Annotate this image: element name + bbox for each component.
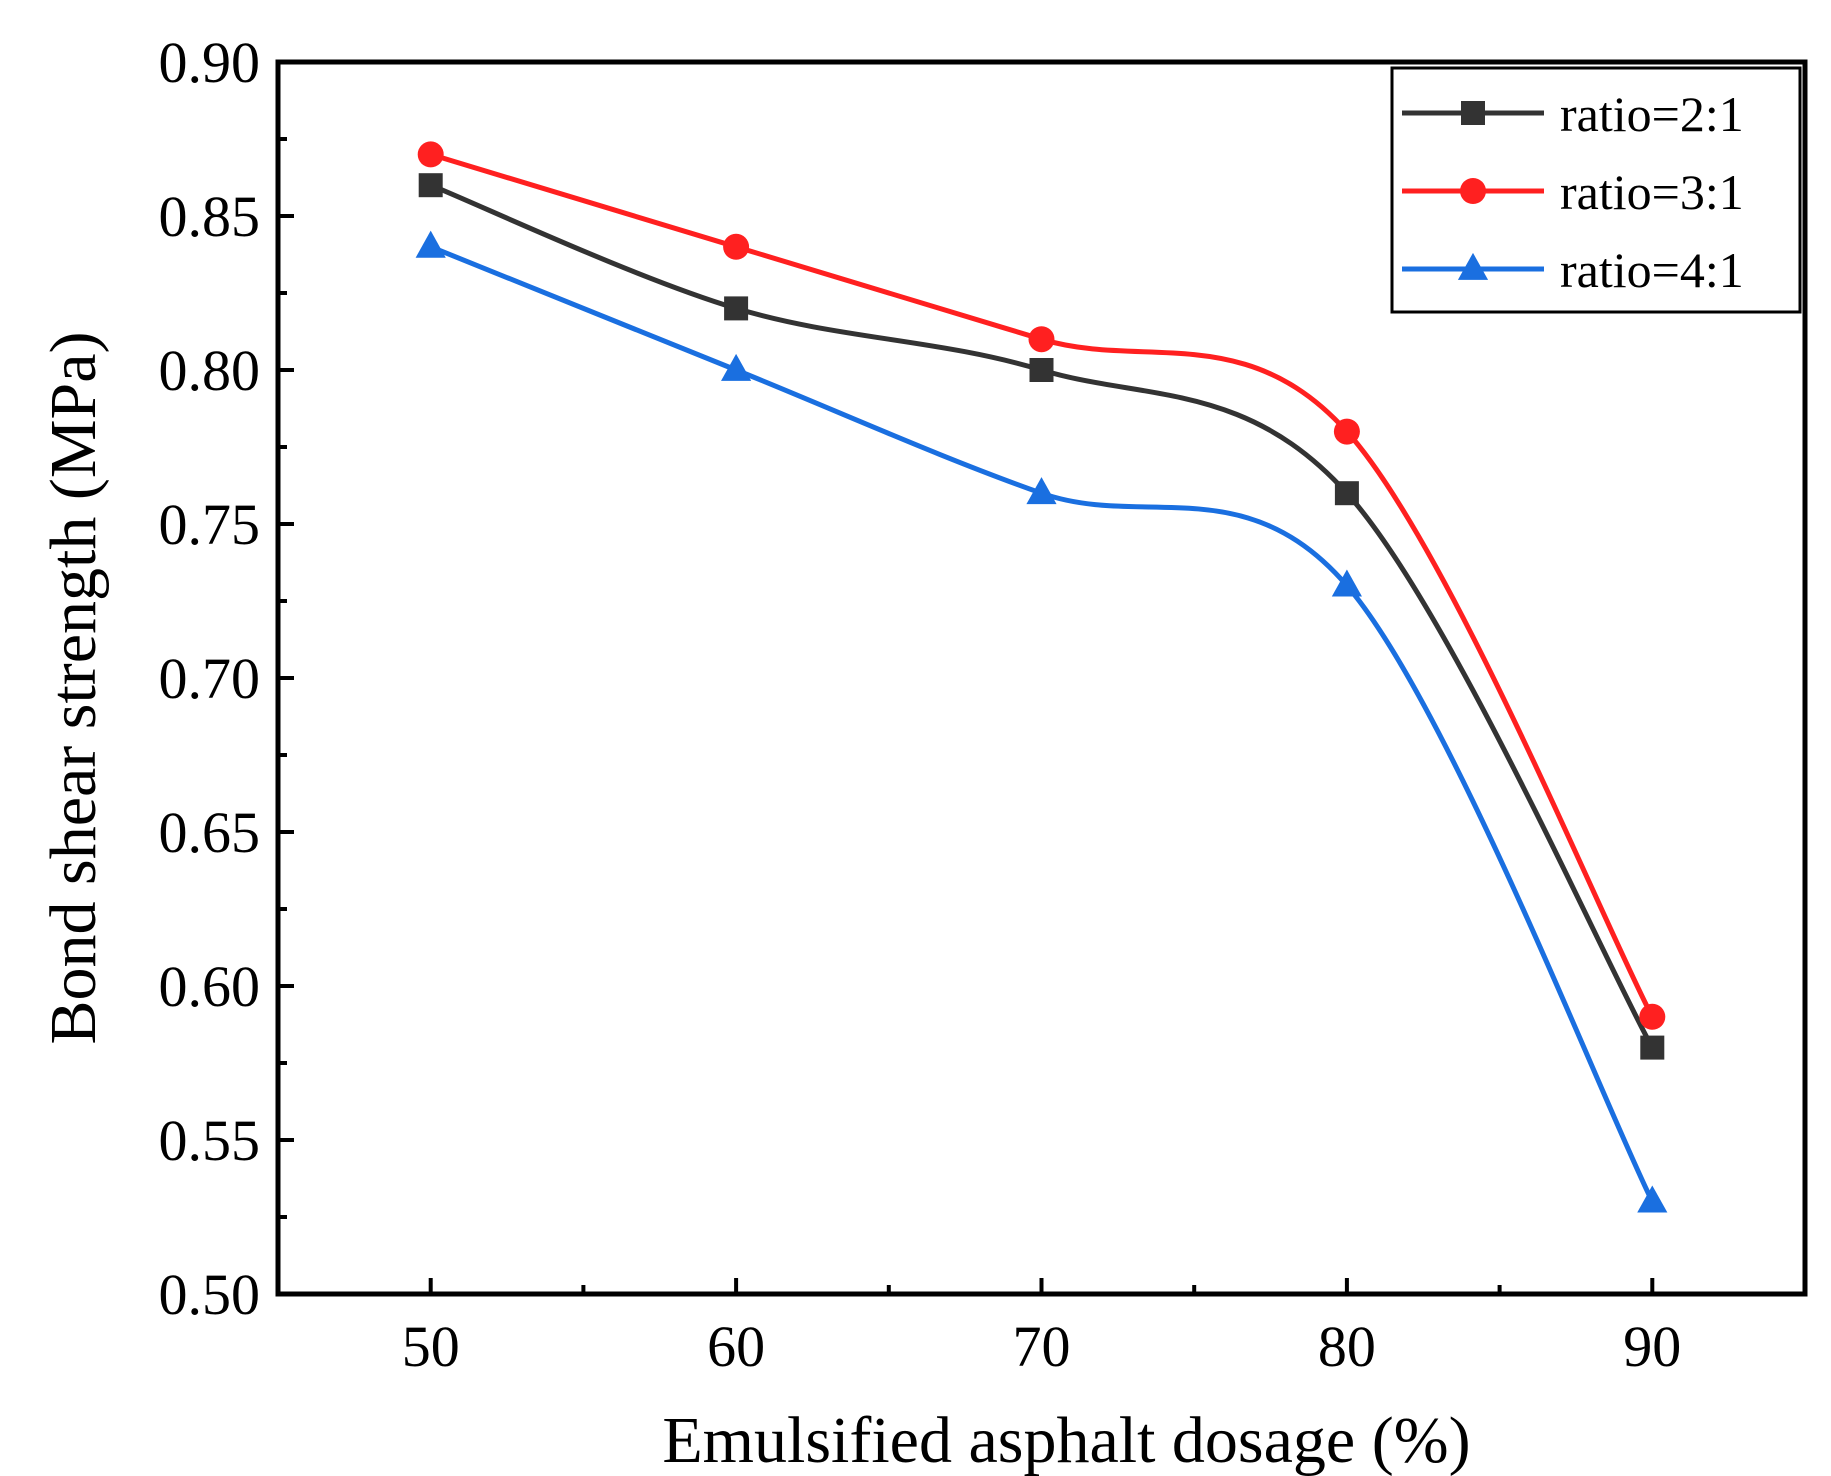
data-point-ratio-3-1-70 (1028, 326, 1055, 353)
series-line-ratio-2-1 (429, 182, 1655, 1049)
legend-item-ratio-2-1: ratio=2:1 (1402, 86, 1744, 142)
axes-layer: 0.50 0.55 0.60 0.65 0.70 0.75 0.80 0.85 0.90 50 60… (37, 30, 1808, 1476)
series-line-ratio-4-1 (429, 244, 1655, 1203)
series-layer (415, 141, 1668, 1213)
legend-label-ratio-2-1: ratio=2:1 (1560, 86, 1744, 142)
data-point-ratio-4-1-70 (1026, 477, 1057, 505)
data-point-ratio-4-1-60 (721, 353, 752, 381)
x-axis-title: Emulsified asphalt dosage (%) (662, 1404, 1470, 1476)
series-ratio-4-1 (415, 230, 1668, 1213)
y-tick-label: 0.75 (159, 492, 261, 557)
legend-marker-ratio-2-1 (1461, 101, 1485, 125)
data-point-ratio-3-1-50 (417, 141, 444, 168)
data-point-ratio-4-1-90 (1637, 1185, 1668, 1213)
series-line-ratio-3-1 (429, 152, 1655, 1018)
data-point-ratio-3-1-90 (1639, 1003, 1666, 1030)
x-tick-label: 50 (402, 1314, 460, 1379)
y-axis-title: Bond shear strength (MPa) (37, 331, 110, 1044)
y-tick-label: 0.80 (159, 338, 261, 403)
data-point-ratio-2-1-80 (1334, 481, 1359, 506)
data-point-ratio-2-1-70 (1029, 358, 1054, 382)
y-tick-label: 0.90 (159, 30, 261, 95)
x-tick-label: 90 (1623, 1314, 1681, 1379)
data-point-ratio-4-1-50 (415, 230, 446, 258)
data-point-ratio-2-1-50 (418, 173, 443, 198)
y-tick-label: 0.85 (159, 184, 261, 249)
y-tick-label: 0.65 (159, 800, 261, 865)
x-tick-label: 60 (707, 1314, 765, 1379)
x-tick-label: 70 (1013, 1314, 1071, 1379)
legend-label-ratio-3-1: ratio=3:1 (1560, 164, 1744, 220)
x-tick-label: 80 (1318, 1314, 1376, 1379)
legend-item-ratio-3-1: ratio=3:1 (1402, 164, 1744, 220)
series-ratio-2-1 (418, 173, 1665, 1060)
legend-label-ratio-4-1: ratio=4:1 (1560, 242, 1744, 298)
data-point-ratio-4-1-80 (1331, 569, 1362, 597)
data-point-ratio-3-1-80 (1333, 418, 1360, 445)
legend-item-ratio-4-1: ratio=4:1 (1402, 242, 1744, 298)
data-point-ratio-2-1-60 (724, 296, 749, 321)
legend-marker-ratio-4-1 (1457, 252, 1489, 280)
data-point-ratio-3-1-60 (723, 233, 750, 260)
y-tick-label: 0.70 (159, 646, 261, 711)
y-tick-label: 0.60 (159, 954, 261, 1019)
y-tick-label: 0.50 (159, 1262, 261, 1327)
y-tick-label: 0.55 (159, 1108, 261, 1173)
data-point-ratio-2-1-90 (1640, 1035, 1665, 1060)
series-ratio-3-1 (417, 141, 1666, 1030)
legend-marker-ratio-3-1 (1460, 178, 1486, 204)
legend: ratio=2:1 ratio=3:1 ratio=4:1 (1390, 66, 1802, 314)
